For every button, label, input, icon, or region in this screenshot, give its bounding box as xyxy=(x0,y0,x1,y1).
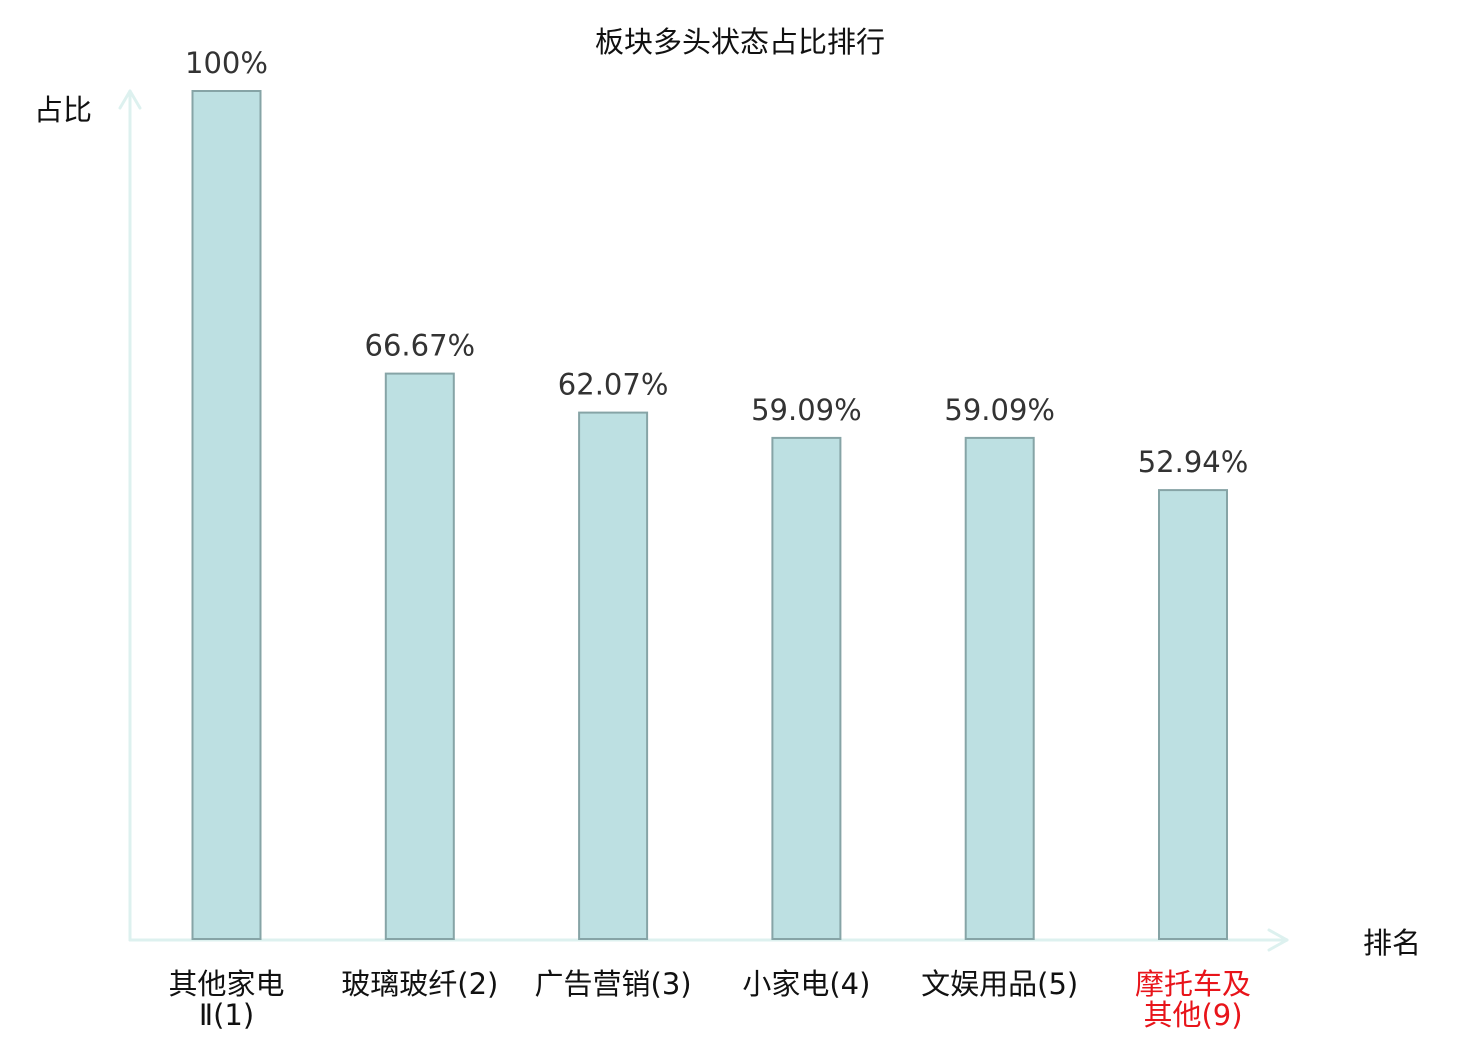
bar-value-label: 62.07% xyxy=(558,368,669,402)
bar xyxy=(964,436,1035,940)
category-tick-label: 玻璃玻纤(2) xyxy=(341,967,498,1001)
x-axis-arrowhead xyxy=(1267,928,1289,952)
bars xyxy=(191,90,1228,941)
value-labels: 100% 66.67% 62.07% 59.09% 59.09% 52.94% xyxy=(185,46,1248,479)
category-tick-label: 广告营销(3) xyxy=(535,967,692,1001)
bar-value-label: 100% xyxy=(185,46,268,80)
bar xyxy=(191,90,262,940)
category-tick-label: 其他家电 xyxy=(168,967,284,1001)
bar xyxy=(1158,489,1228,940)
category-tick-label: Ⅱ(1) xyxy=(199,998,254,1032)
chart-title: 板块多头状态占比排行 xyxy=(595,25,885,59)
axes xyxy=(118,89,1289,952)
bar-value-label: 66.67% xyxy=(365,329,476,363)
bar-value-label: 52.94% xyxy=(1138,445,1249,479)
category-tick-label: 摩托车及 xyxy=(1135,967,1251,1001)
y-axis-label: 占比 xyxy=(34,93,92,127)
category-tick-label: 小家电(4) xyxy=(742,967,870,1001)
bar xyxy=(384,372,455,941)
category-tick-label: 文娱用品(5) xyxy=(921,967,1078,1001)
bar xyxy=(578,411,649,941)
bar-value-label: 59.09% xyxy=(944,393,1055,427)
bar xyxy=(771,436,842,940)
y-axis-arrowhead xyxy=(118,89,142,110)
bar-value-label: 59.09% xyxy=(751,393,862,427)
x-axis-label: 排名 xyxy=(1363,926,1421,960)
category-tick-label: 其他(9) xyxy=(1143,998,1242,1032)
